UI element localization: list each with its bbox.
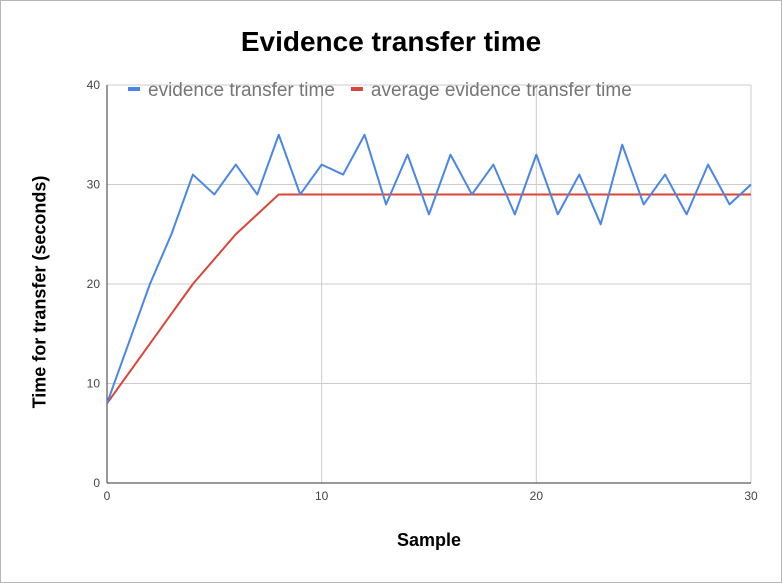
- chart-title: Evidence transfer time: [240, 26, 542, 57]
- legend-label-average-evidence-transfer-time: average evidence transfer time: [371, 80, 632, 101]
- series-line-average-evidence-transfer-time: [106, 193, 751, 404]
- x-tick-label: 20: [530, 489, 544, 503]
- y-tick-label: 40: [87, 78, 101, 92]
- series-line-evidence-transfer-time: [106, 133, 752, 404]
- x-axis-label: Sample: [396, 530, 462, 550]
- x-tick-label: 10: [315, 489, 329, 503]
- x-tick-label: 30: [744, 489, 758, 503]
- legend-label-evidence-transfer-time: evidence transfer time: [148, 80, 335, 101]
- y-tick-label: 10: [87, 377, 101, 391]
- x-tick-label: 0: [104, 489, 111, 503]
- y-tick-label: 0: [93, 476, 100, 490]
- y-tick-label: 30: [87, 178, 101, 192]
- y-tick-label: 20: [87, 277, 101, 291]
